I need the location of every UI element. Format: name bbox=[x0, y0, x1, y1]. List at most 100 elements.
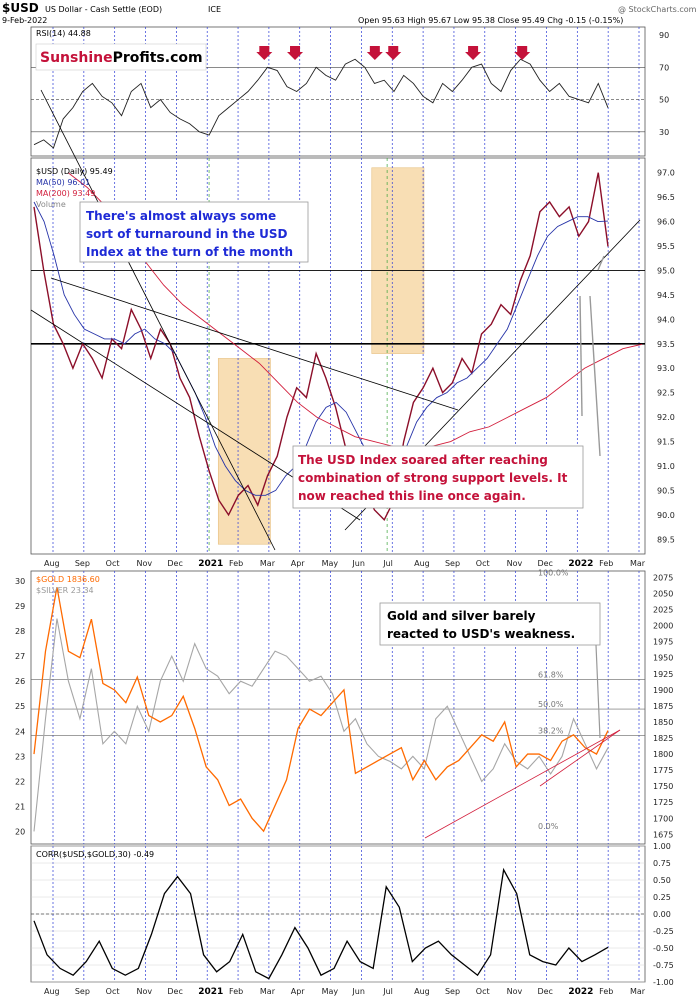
x-tick-label: Apr bbox=[291, 559, 306, 568]
corr-line bbox=[33, 867, 609, 980]
gold-y-tick: 1975 bbox=[653, 638, 673, 647]
usd-y-tick: 94.0 bbox=[657, 315, 675, 324]
usd-ma200-line bbox=[67, 172, 643, 447]
rsi-down-arrow-0 bbox=[256, 46, 273, 60]
silver-line bbox=[33, 618, 609, 832]
gold-y-tick: 2000 bbox=[653, 622, 673, 631]
rsi-y-tick: 90 bbox=[659, 31, 669, 40]
gold-y-tick: 1675 bbox=[653, 830, 673, 839]
x-tick-label: Mar bbox=[630, 559, 646, 568]
gold-y-tick: 1700 bbox=[653, 814, 673, 823]
usd-y-tick: 92.5 bbox=[657, 389, 675, 398]
annotation-gold-silver: Gold and silver barely reacted to USD's … bbox=[379, 602, 601, 646]
rsi-y-tick: 30 bbox=[659, 128, 669, 137]
usd-legend-ma200: MA(200) 93.49 bbox=[36, 189, 95, 198]
usd-y-tick: 91.0 bbox=[657, 462, 675, 471]
corr-y-tick: 0.75 bbox=[653, 859, 671, 868]
x-tick-label: Sep bbox=[75, 987, 90, 996]
usd-pointer-line-1 bbox=[589, 295, 601, 457]
x-tick-label: Oct bbox=[106, 987, 120, 996]
rsi-y-tick: 50 bbox=[659, 96, 669, 105]
rsi-line bbox=[33, 58, 609, 149]
silver-y-tick: 20 bbox=[15, 827, 25, 836]
usd-ma50-line bbox=[33, 201, 609, 496]
gold-trendline-1 bbox=[539, 729, 621, 787]
usd-y-tick: 93.0 bbox=[657, 364, 675, 373]
rsi-down-arrow-3 bbox=[385, 46, 402, 60]
gold-line bbox=[33, 586, 609, 833]
silver-y-tick: 29 bbox=[15, 602, 25, 611]
usd-y-tick: 93.5 bbox=[657, 340, 675, 349]
usd-legend-ma50: MA(50) 96.01 bbox=[36, 178, 90, 187]
rsi-legend: RSI(14) 44.88 bbox=[36, 29, 91, 38]
usd-y-tick: 95.5 bbox=[657, 242, 675, 251]
silver-y-tick: 25 bbox=[15, 702, 25, 711]
annotation-support-line3: now reached this line once again. bbox=[298, 489, 526, 503]
gold-y-tick: 1825 bbox=[653, 734, 673, 743]
fib-label: 100.0% bbox=[538, 568, 569, 577]
x-tick-label: Mar bbox=[260, 987, 276, 996]
silver-y-tick: 22 bbox=[15, 777, 25, 786]
highlight-box-1 bbox=[371, 167, 425, 354]
silver-y-tick: 26 bbox=[15, 677, 25, 686]
gold-y-tick: 1725 bbox=[653, 798, 673, 807]
svg-text:SunshineProfits.com: SunshineProfits.com bbox=[40, 50, 203, 66]
x-tick-label: Nov bbox=[507, 559, 523, 568]
rsi-down-arrow-1 bbox=[287, 46, 304, 60]
annotation-gold-line1: Gold and silver barely bbox=[387, 609, 536, 623]
fib-label: 38.2% bbox=[538, 726, 564, 735]
silver-legend: $SILVER 23.34 bbox=[36, 586, 94, 595]
gold-y-tick: 1850 bbox=[653, 718, 673, 727]
gold-y-tick: 2075 bbox=[653, 573, 673, 582]
annotation-turnaround-line3: Index at the turn of the month bbox=[86, 245, 293, 259]
silver-y-tick: 27 bbox=[15, 652, 25, 661]
x-tick-label: May bbox=[322, 987, 339, 996]
x-tick-label: Aug bbox=[414, 987, 430, 996]
annotation-turnaround: There's almost always some sort of turna… bbox=[79, 201, 309, 263]
annotation-support-line2: combination of strong support levels. It bbox=[298, 471, 568, 485]
x-tick-label: Sep bbox=[445, 987, 460, 996]
corr-y-tick: -1.00 bbox=[653, 978, 674, 987]
annotation-gold-line2: reacted to USD's weakness. bbox=[387, 627, 575, 641]
header-name: US Dollar - Cash Settle (EOD) bbox=[45, 5, 162, 14]
x-tick-label: Feb bbox=[229, 559, 243, 568]
corr-y-tick: -0.50 bbox=[653, 944, 674, 953]
corr-y-tick: 0.25 bbox=[653, 893, 671, 902]
corr-legend: CORR($USD,$GOLD,30) -0.49 bbox=[36, 850, 154, 859]
usd-y-tick: 92.0 bbox=[657, 413, 675, 422]
corr-y-tick: -0.75 bbox=[653, 961, 674, 970]
usd-legend-price: $USD (Daily) 95.49 bbox=[36, 167, 113, 176]
x-tick-label: May bbox=[322, 559, 339, 568]
rsi-down-arrow-2 bbox=[366, 46, 383, 60]
fib-label: 50.0% bbox=[538, 700, 564, 709]
usd-y-tick: 96.5 bbox=[657, 193, 675, 202]
header-ohlc: Open 95.63 High 95.67 Low 95.38 Close 95… bbox=[358, 16, 623, 25]
usd-y-tick: 90.0 bbox=[657, 511, 675, 520]
silver-y-tick: 30 bbox=[15, 577, 25, 586]
x-tick-label: Dec bbox=[537, 987, 552, 996]
x-tick-label: Jul bbox=[382, 987, 393, 996]
usd-y-tick: 97.0 bbox=[657, 169, 675, 178]
logo-part2: Profits.com bbox=[113, 50, 203, 66]
rsi-down-arrow-5 bbox=[514, 46, 531, 60]
x-tick-label: Dec bbox=[167, 987, 182, 996]
annotation-support: The USD Index soared after reaching comb… bbox=[292, 445, 584, 509]
gold-legend: $GOLD 1836.60 bbox=[36, 575, 100, 584]
tick-layer: AugAugSepSepOctOctNovNovDecDec20212021Fe… bbox=[15, 31, 675, 997]
gold-y-tick: 1875 bbox=[653, 702, 673, 711]
gold-y-tick: 1925 bbox=[653, 670, 673, 679]
silver-y-tick: 28 bbox=[15, 627, 25, 636]
corr-y-tick: 0.00 bbox=[653, 910, 671, 919]
fib-label: 61.8% bbox=[538, 671, 564, 680]
header-symbol: $USD bbox=[2, 1, 39, 15]
x-tick-label: Jun bbox=[351, 987, 365, 996]
x-tick-label: Aug bbox=[44, 987, 60, 996]
usd-pointer-line-2 bbox=[597, 255, 605, 271]
x-tick-label: Mar bbox=[260, 559, 276, 568]
annotation-support-line1: The USD Index soared after reaching bbox=[298, 453, 548, 467]
usd-y-tick: 90.5 bbox=[657, 486, 675, 495]
rsi-y-tick: 70 bbox=[659, 63, 669, 72]
x-tick-label: Feb bbox=[599, 987, 613, 996]
annotation-turnaround-line2: sort of turnaround in the USD bbox=[86, 227, 288, 241]
